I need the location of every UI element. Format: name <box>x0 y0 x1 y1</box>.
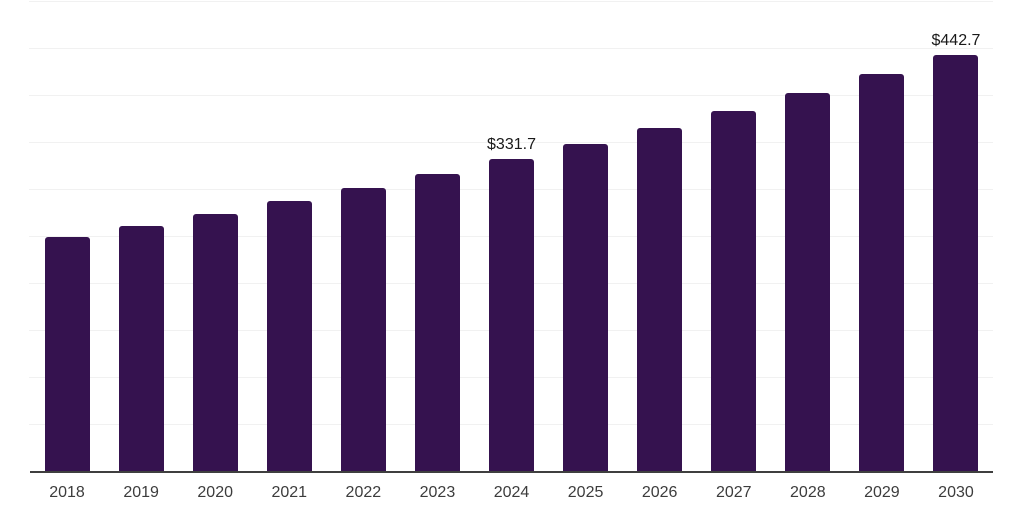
bar-2027[interactable] <box>711 110 757 471</box>
bar-2018[interactable] <box>44 237 90 471</box>
bar-2024[interactable]: $331.7 <box>487 137 536 471</box>
gridline <box>29 94 993 96</box>
bar-2023[interactable] <box>414 173 460 471</box>
bar-column-2028 <box>771 1 845 471</box>
bar-column-2018 <box>30 1 104 471</box>
x-tick-label-2027: 2027 <box>715 484 752 501</box>
bar-column-2027 <box>697 1 771 471</box>
x-tick-label-2025: 2025 <box>567 484 604 501</box>
x-tick-label-2026: 2026 <box>641 484 678 501</box>
bar-2030[interactable]: $442.7 <box>932 32 980 471</box>
bar-column-2030: $442.7 <box>919 1 993 471</box>
bar-2025[interactable] <box>563 143 609 471</box>
bars: $331.7 $442.7 <box>30 1 993 471</box>
gridline <box>29 141 993 143</box>
bar-column-2020 <box>178 1 252 471</box>
bar-value-label-2024: $331.7 <box>487 136 536 154</box>
bar-column-2025 <box>549 1 623 471</box>
x-tick-label-2023: 2023 <box>419 484 456 501</box>
gridline <box>29 0 993 2</box>
x-tick-label-2029: 2029 <box>864 484 900 501</box>
gridline <box>29 47 993 49</box>
x-tick-label-2028: 2028 <box>790 484 826 501</box>
bar-2029[interactable] <box>859 74 905 471</box>
bar-column-2024: $331.7 <box>474 1 548 471</box>
bar-2022[interactable] <box>340 187 386 471</box>
bar-column-2023 <box>400 1 474 471</box>
x-tick-label-2022: 2022 <box>345 484 382 501</box>
bar-2019[interactable] <box>118 225 164 471</box>
x-tick-label-2020: 2020 <box>197 484 233 501</box>
bar-2028[interactable] <box>785 93 831 471</box>
x-axis: 2018 2019 2020 2021 2022 2023 2024 2025 2026 2027… <box>30 484 993 502</box>
x-tick-label-2024: 2024 <box>493 484 530 501</box>
x-tick-label-2021: 2021 <box>271 484 308 501</box>
x-tick-label-2019: 2019 <box>123 484 159 501</box>
bar-column-2022 <box>326 1 400 471</box>
bar-column-2026 <box>623 1 697 471</box>
bar-2021[interactable] <box>266 201 312 471</box>
bar-2026[interactable] <box>637 127 683 471</box>
x-tick-label-2030: 2030 <box>938 484 974 501</box>
bar-column-2029 <box>845 1 919 471</box>
bar-column-2019 <box>104 1 178 471</box>
x-tick-label-2018: 2018 <box>49 484 85 501</box>
bar-value-label-2030: $442.7 <box>931 31 981 49</box>
bar-column-2021 <box>252 1 326 471</box>
plot-area: $331.7 $442.7 <box>29 0 993 473</box>
bar-2020[interactable] <box>192 213 238 471</box>
